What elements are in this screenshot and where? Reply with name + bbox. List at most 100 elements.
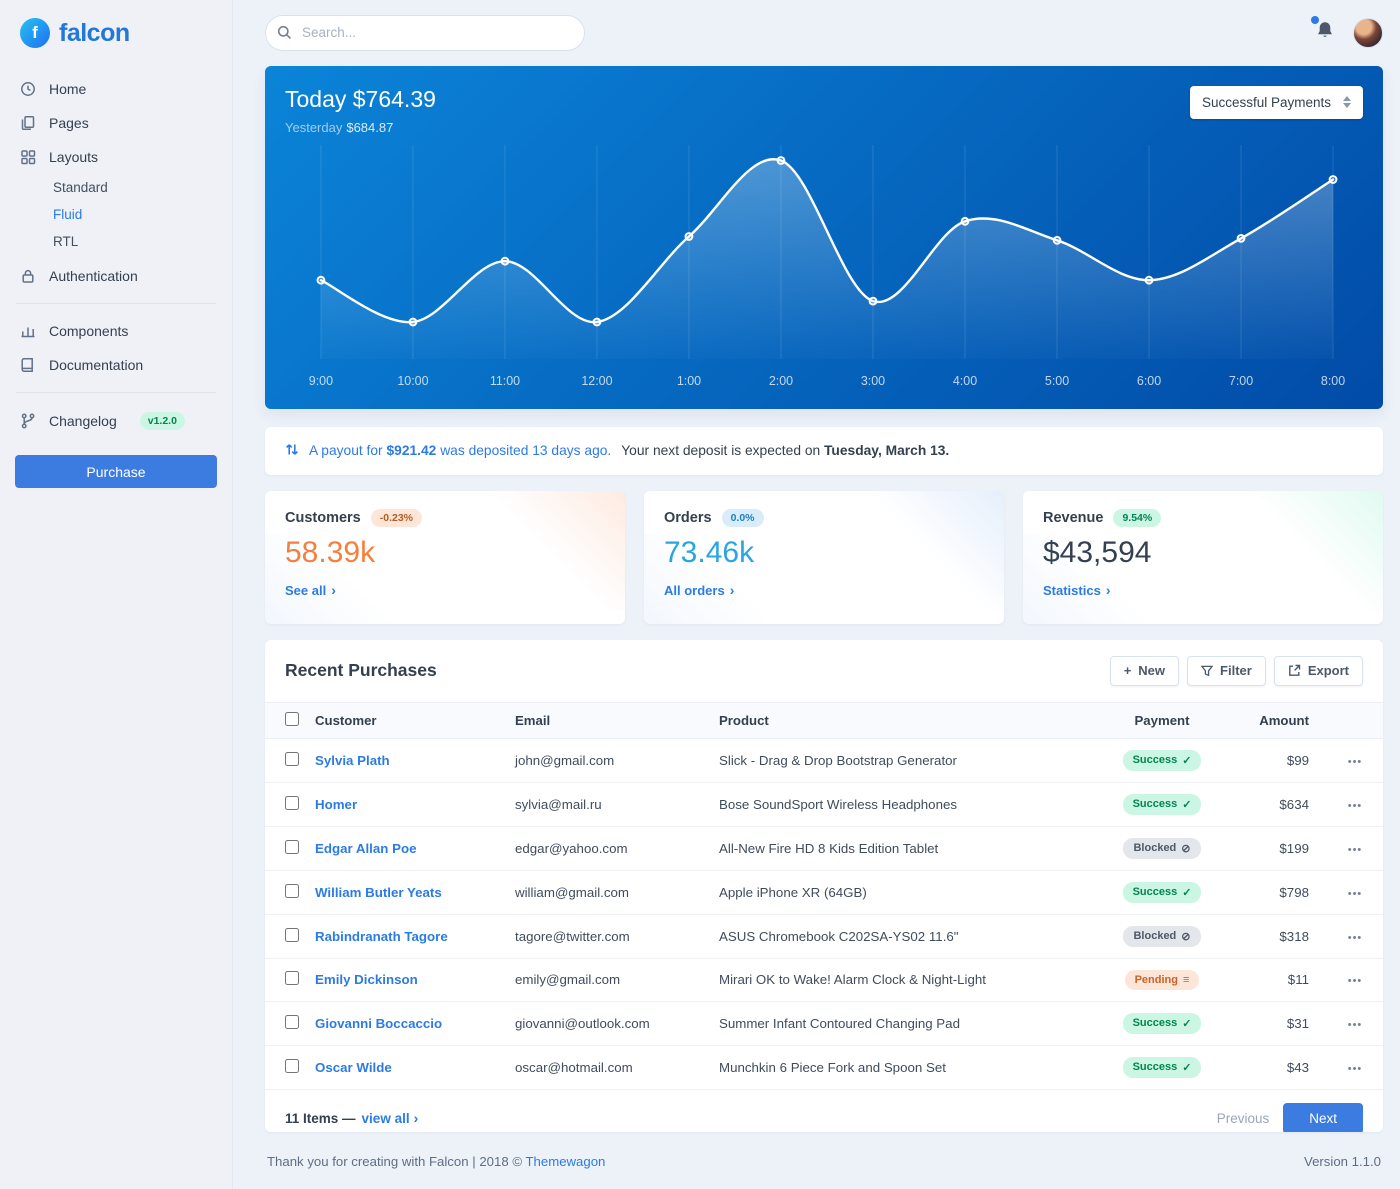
column-header-customer: Customer [307, 701, 507, 739]
customer-link[interactable]: Homer [315, 796, 358, 812]
notification-dot [1311, 15, 1319, 24]
customer-link[interactable]: Rabindranath Tagore [315, 928, 448, 944]
column-header-payment: Payment [1097, 701, 1227, 739]
row-actions-button[interactable]: ••• [1347, 843, 1363, 856]
row-checkbox[interactable] [285, 839, 299, 854]
payment-status-badge: Pending ≡ [1124, 969, 1200, 990]
table-row: Rabindranath Tagore tagore@twitter.com ASU… [265, 914, 1383, 959]
next-button[interactable]: Next [1283, 1102, 1363, 1132]
sidebar-item-pages[interactable]: Pages [0, 106, 232, 140]
see-all-link[interactable]: See all › [285, 582, 336, 599]
row-actions-button[interactable]: ••• [1347, 931, 1363, 944]
stat-value: 58.39k [285, 535, 376, 569]
sidebar-item-authentication[interactable]: Authentication [0, 259, 232, 293]
row-actions-button[interactable]: ••• [1347, 799, 1363, 812]
chevron-right-icon: › [413, 1110, 419, 1127]
sidebar-item-fluid[interactable]: Fluid [53, 207, 83, 222]
chevron-right-icon: › [1105, 582, 1111, 599]
stat-card-revenue: Revenue 9.54% $43,594 Statistics › [1023, 490, 1383, 624]
product-cell: Apple iPhone XR (64GB) [711, 870, 1097, 915]
pages-icon [20, 115, 36, 131]
filter-icon [1201, 665, 1214, 677]
stream-icon: ≡ [1182, 973, 1190, 986]
footer-version: Version 1.1.0 [1304, 1154, 1381, 1169]
payment-status-badge: Success ✓ [1122, 881, 1202, 903]
themewagon-link[interactable]: Themewagon [525, 1154, 606, 1169]
stat-title: Orders [664, 509, 712, 526]
row-actions-button[interactable]: ••• [1347, 887, 1363, 900]
sidebar-item-standard[interactable]: Standard [53, 180, 108, 195]
x-axis-label: 3:00 [861, 374, 885, 388]
row-checkbox[interactable] [285, 795, 299, 810]
sidebar-item-label: Layouts [49, 149, 99, 165]
sidebar-item-changelog[interactable]: Changelog v1.2.0 [0, 403, 232, 439]
row-actions-button[interactable]: ••• [1347, 755, 1363, 768]
layouts-icon [20, 149, 36, 165]
customer-link[interactable]: William Butler Yeats [315, 884, 442, 900]
statistics-link[interactable]: Statistics › [1043, 582, 1111, 599]
payments-filter-select[interactable]: Successful Payments [1189, 85, 1363, 119]
topbar-right [1311, 15, 1383, 48]
purchase-button[interactable]: Purchase [15, 455, 217, 488]
sidebar-item-home[interactable]: Home [0, 72, 232, 106]
recent-purchases-card: Recent Purchases + New Filter Export [265, 639, 1383, 1132]
page-footer: Thank you for creating with Falcon | 201… [265, 1132, 1383, 1189]
customer-link[interactable]: Sylvia Plath [315, 752, 390, 768]
items-count: 11 Items — view all › [285, 1110, 419, 1127]
customer-link[interactable]: Oscar Wilde [315, 1059, 392, 1075]
customer-link[interactable]: Giovanni Boccaccio [315, 1015, 443, 1031]
table-header-row: Customer Email Product Payment Amount [265, 701, 1383, 739]
amount-cell: $318 [1227, 914, 1327, 959]
bell-icon [1318, 22, 1332, 37]
row-checkbox[interactable] [285, 927, 299, 942]
sidebar-item-documentation[interactable]: Documentation [0, 348, 232, 382]
row-checkbox[interactable] [285, 1058, 299, 1073]
purchases-toolbar: + New Filter Export [1109, 655, 1363, 686]
sidebar-item-layouts[interactable]: Layouts [0, 140, 232, 174]
payment-status-badge: Success ✓ [1122, 749, 1202, 771]
ban-icon: ⊘ [1181, 930, 1191, 943]
all-orders-link[interactable]: All orders › [664, 582, 735, 599]
product-cell: ASUS Chromebook C202SA-YS02 11.6" [711, 914, 1097, 959]
topbar [265, 0, 1383, 66]
new-button[interactable]: + New [1109, 655, 1180, 686]
footer-credit: Thank you for creating with Falcon | 201… [267, 1154, 606, 1169]
filter-button[interactable]: Filter [1187, 655, 1266, 686]
row-checkbox[interactable] [285, 1014, 299, 1029]
sidebar-item-components[interactable]: Components [0, 314, 232, 348]
sidebar-item-label: Pages [49, 115, 89, 131]
customer-link[interactable]: Emily Dickinson [315, 972, 418, 988]
view-all-link[interactable]: view all › [361, 1110, 419, 1127]
table-row: Edgar Allan Poe edgar@yahoo.com All-New Fi… [265, 826, 1383, 871]
check-icon: ✓ [1182, 1017, 1192, 1030]
sidebar-item-label: Authentication [49, 268, 138, 284]
export-button[interactable]: Export [1273, 655, 1363, 686]
column-header-product: Product [711, 701, 1097, 739]
payout-link[interactable]: A payout for $921.42 was deposited 13 da… [309, 443, 612, 459]
sidebar-item-rtl[interactable]: RTL [53, 234, 79, 249]
row-checkbox[interactable] [285, 751, 299, 766]
previous-button[interactable]: Previous [1216, 1110, 1270, 1126]
select-all-checkbox[interactable] [285, 711, 299, 726]
email-cell: john@gmail.com [507, 738, 711, 783]
column-header-amount: Amount [1227, 701, 1327, 739]
row-checkbox[interactable] [285, 883, 299, 898]
email-cell: tagore@twitter.com [507, 914, 711, 959]
x-axis-label: 5:00 [1045, 374, 1069, 388]
row-actions-button[interactable]: ••• [1347, 1062, 1363, 1075]
row-actions-button[interactable]: ••• [1347, 1018, 1363, 1031]
x-axis-label: 7:00 [1229, 374, 1253, 388]
brand-logo[interactable]: f falcon [0, 0, 232, 72]
book-icon [20, 357, 36, 373]
chart-subtitle: Yesterday $684.87 [285, 119, 394, 135]
avatar[interactable] [1353, 17, 1383, 48]
row-actions-button[interactable]: ••• [1347, 975, 1363, 988]
row-checkbox[interactable] [285, 971, 299, 986]
customer-link[interactable]: Edgar Allan Poe [315, 840, 417, 856]
exchange-arrows-icon [285, 442, 299, 460]
search-input[interactable] [265, 14, 585, 51]
notifications-button[interactable] [1311, 15, 1337, 48]
stat-title: Revenue [1043, 509, 1104, 526]
email-cell: oscar@hotmail.com [507, 1045, 711, 1090]
table-row: Homer sylvia@mail.ru Bose SoundSport Wirel… [265, 782, 1383, 827]
